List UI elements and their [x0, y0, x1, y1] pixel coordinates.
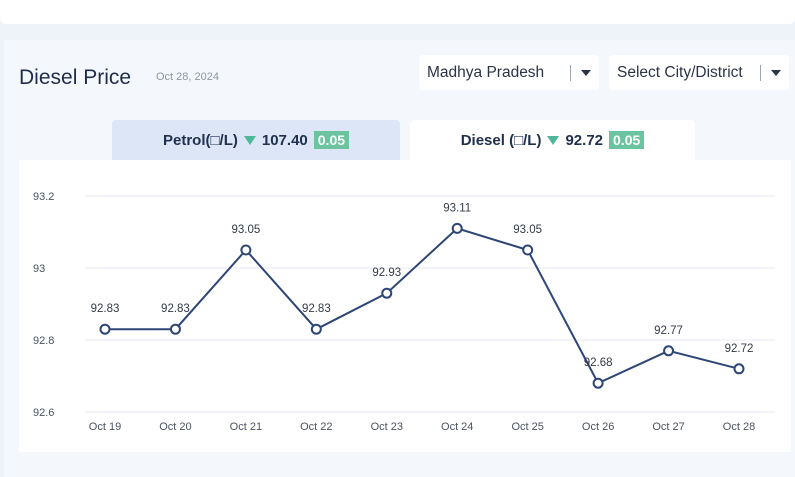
y-tick-label: 93.2: [33, 191, 54, 203]
price-date: Oct 28, 2024: [156, 71, 219, 83]
x-tick-label: Oct 23: [371, 421, 403, 433]
y-tick-label: 93: [33, 263, 45, 275]
y-tick-label: 92.8: [33, 335, 54, 347]
city-dropdown[interactable]: Select City/District: [609, 55, 789, 90]
tab-diesel-change-badge: 0.05: [609, 131, 645, 149]
data-label: 92.77: [654, 325, 683, 337]
down-arrow-icon: [547, 135, 560, 145]
data-point: [733, 363, 745, 375]
x-tick-label: Oct 20: [159, 421, 191, 433]
x-tick-label: Oct 21: [230, 421, 262, 433]
top-panel: [0, 0, 795, 24]
data-label: 92.93: [372, 267, 401, 279]
data-point: [310, 323, 322, 335]
tab-petrol-change-badge: 0.05: [313, 131, 350, 149]
data-label: 92.68: [584, 357, 613, 369]
price-chart-area: 92.6 92.8 93 93.2 Oct 19 Oct 20 Oct 21 Oct 22 Oc…: [19, 160, 791, 452]
data-point: [381, 287, 393, 299]
x-tick-label: Oct 26: [582, 421, 614, 433]
tab-diesel-price: 92.72: [565, 131, 604, 149]
x-tick-label: Oct 24: [441, 421, 473, 433]
data-point: [522, 244, 534, 256]
data-point: [99, 323, 111, 335]
chevron-down-icon[interactable]: [581, 69, 591, 76]
x-tick-label: Oct 19: [89, 421, 121, 433]
price-line-chart: 92.6 92.8 93 93.2 Oct 19 Oct 20 Oct 21 Oct 22 Oc…: [33, 191, 775, 433]
tab-petrol[interactable]: Petrol(□/L) 107.40 0.05: [112, 120, 400, 160]
tab-petrol-price: 107.40: [261, 131, 308, 149]
state-dropdown-value: Madhya Pradesh: [427, 63, 545, 81]
page-title: Diesel Price: [19, 66, 132, 89]
chevron-down-icon[interactable]: [771, 69, 781, 76]
fuel-price-card: Diesel Price Oct 28, 2024 Madhya Pradesh…: [4, 40, 795, 477]
tab-diesel-label: Diesel (□/L): [460, 131, 542, 149]
down-arrow-icon: [243, 135, 256, 145]
data-label: 92.72: [725, 343, 754, 355]
data-point: [663, 345, 675, 357]
state-dropdown[interactable]: Madhya Pradesh: [419, 55, 599, 90]
y-tick-label: 92.6: [33, 407, 54, 419]
data-label: 92.83: [91, 303, 120, 315]
city-dropdown-value: Select City/District: [617, 63, 743, 81]
data-point: [592, 377, 604, 389]
data-label: 93.05: [231, 224, 260, 236]
series-line: [105, 227, 740, 385]
x-tick-label: Oct 25: [511, 421, 543, 433]
data-label: 92.83: [302, 303, 331, 315]
data-label: 92.83: [161, 303, 190, 315]
dropdown-separator: [760, 64, 761, 81]
data-point: [240, 244, 252, 256]
data-point: [169, 323, 181, 335]
x-tick-label: Oct 28: [723, 421, 755, 433]
dropdown-separator: [570, 64, 571, 81]
data-label: 93.11: [443, 202, 471, 214]
tab-diesel[interactable]: Diesel (□/L) 92.72 0.05: [410, 120, 695, 160]
x-tick-label: Oct 22: [300, 421, 332, 433]
x-tick-label: Oct 27: [652, 421, 684, 433]
data-point: [451, 222, 463, 234]
data-label: 93.05: [513, 224, 542, 236]
tab-petrol-label: Petrol(□/L): [162, 131, 238, 149]
